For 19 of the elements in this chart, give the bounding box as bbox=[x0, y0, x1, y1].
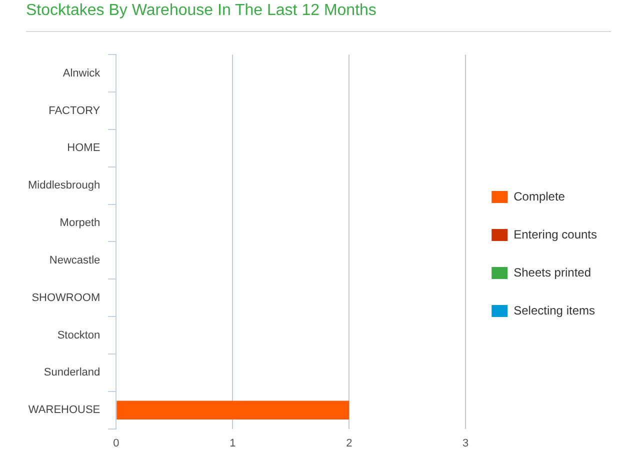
y-tick-label: Alnwick bbox=[62, 67, 101, 80]
x-tick-label: 0 bbox=[113, 437, 120, 450]
y-tick-label: Sunderland bbox=[44, 366, 100, 379]
x-tick-label: 1 bbox=[230, 437, 236, 450]
legend-label: Selecting items bbox=[514, 303, 595, 318]
x-tick-label: 2 bbox=[346, 437, 352, 450]
y-tick-label: Stockton bbox=[57, 329, 100, 342]
chart-title: Stocktakes By Warehouse In The Last 12 Months bbox=[26, 2, 376, 20]
y-tick-label: Newcastle bbox=[49, 254, 100, 266]
y-tick-label: SHOWROOM bbox=[32, 292, 100, 304]
legend-label: Sheets printed bbox=[514, 265, 592, 280]
y-tick-label: Middlesbrough bbox=[28, 180, 100, 192]
y-tick-label: Morpeth bbox=[60, 217, 100, 230]
y-tick-label: WAREHOUSE bbox=[28, 404, 100, 416]
y-tick-label: HOME bbox=[67, 142, 100, 154]
legend-label: Complete bbox=[514, 189, 566, 204]
x-tick-label: 3 bbox=[462, 437, 469, 450]
y-tick-label: FACTORY bbox=[48, 104, 101, 117]
legend-label: Entering counts bbox=[514, 227, 598, 242]
